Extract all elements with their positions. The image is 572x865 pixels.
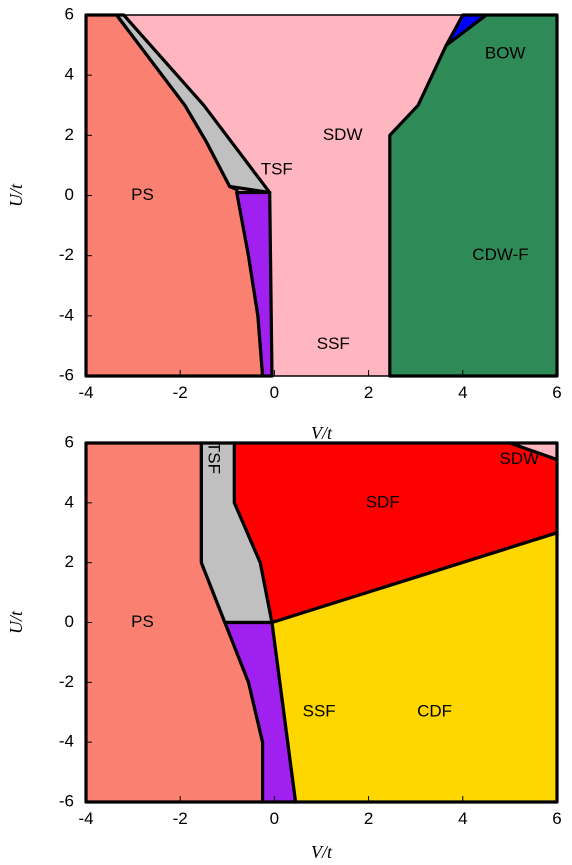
y-tick-label: -6 [59,791,74,810]
region-label-cdw-f: CDW-F [472,245,528,264]
region-label-ps: PS [131,612,154,631]
y-tick-label: 4 [65,492,74,511]
region-label-sdf: SDF [366,492,400,511]
y-tick-label: 2 [65,125,74,144]
y-tick-label: 6 [65,4,74,23]
x-tick-label: 4 [458,809,467,828]
x-tick-label: 0 [270,809,279,828]
y-tick-label: 0 [65,185,74,204]
region-tsf [114,13,272,195]
x-tick-label: -2 [173,383,188,402]
y-tick-label: -4 [59,305,74,324]
y-tick-label: -2 [59,672,74,691]
x-tick-label: -4 [78,809,93,828]
region-label-bow: BOW [485,44,526,63]
y-axis-label: U/t [6,610,26,634]
y-tick-label: -4 [59,732,74,751]
x-tick-label: 2 [364,809,373,828]
region-label-tsf: TSF [205,442,224,474]
y-axis-label: U/t [6,183,26,207]
x-tick-label: 6 [552,809,561,828]
x-axis-label: V/t [311,842,333,862]
y-tick-label: 4 [65,65,74,84]
x-tick-label: -4 [78,383,93,402]
region-label-sdw: SDW [323,125,363,144]
region-label-ps: PS [131,185,154,204]
region-label-ssf: SSF [317,334,350,353]
region-label-sdw: SDW [499,449,539,468]
x-tick-label: 6 [552,383,561,402]
x-tick-label: 2 [364,383,373,402]
y-tick-label: 6 [65,432,74,451]
x-axis-label: V/t [311,423,333,443]
x-tick-label: 4 [458,383,467,402]
y-tick-label: 2 [65,552,74,571]
y-tick-label: -2 [59,245,74,264]
region-label-cdf: CDF [417,702,452,721]
y-tick-label: -6 [59,365,74,384]
region-label-ssf: SSF [303,702,336,721]
region-label-tsf: TSF [261,159,293,178]
y-tick-label: 0 [65,612,74,631]
x-tick-label: 0 [270,383,279,402]
x-tick-label: -2 [173,809,188,828]
